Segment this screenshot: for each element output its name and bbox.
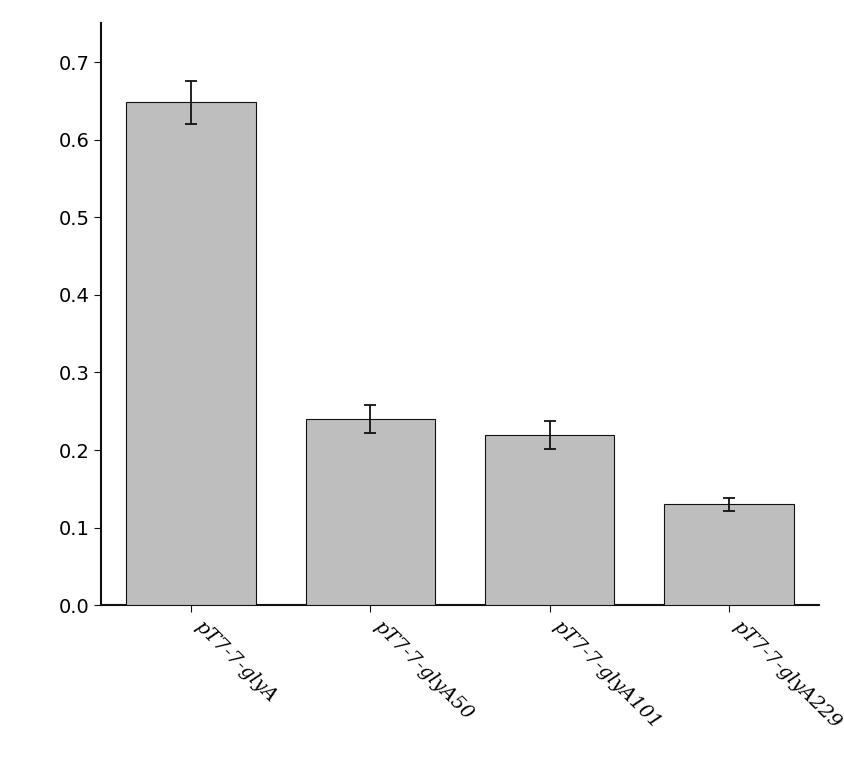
Bar (127, 102, 256, 605)
Bar (306, 419, 435, 605)
Bar (485, 435, 614, 605)
Bar (664, 504, 793, 605)
